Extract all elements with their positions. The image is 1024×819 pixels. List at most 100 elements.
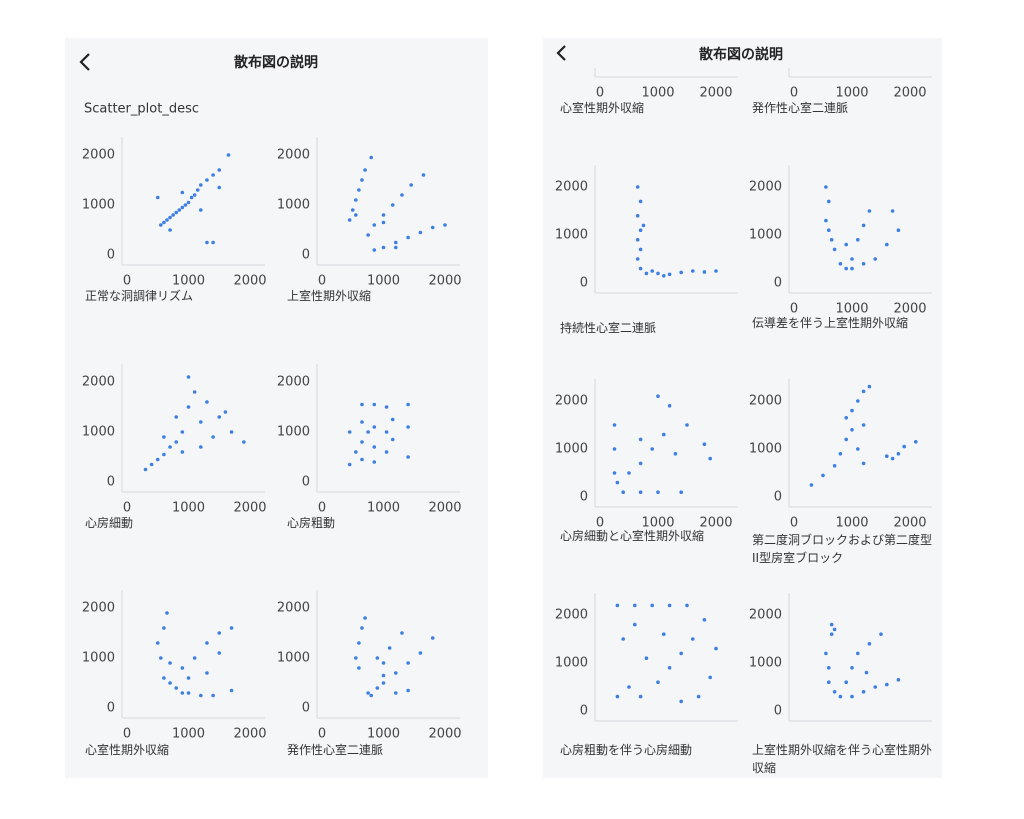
point [621,637,625,641]
point [832,627,837,632]
point [714,269,718,273]
point [242,440,246,444]
point [372,223,377,227]
point [896,228,901,232]
back-button[interactable] [79,53,90,71]
point [873,685,877,689]
point [406,688,410,693]
point [363,616,367,620]
point [856,447,860,451]
point [638,228,643,232]
point [162,626,166,630]
point [838,262,843,266]
point [192,390,197,394]
point [217,651,222,655]
point [685,423,689,427]
point [827,228,831,232]
point [864,670,869,675]
plot-caption: 上室性期外収縮 [287,289,372,303]
point [708,675,712,680]
x-tick-label: 2000 [233,501,266,516]
point [627,685,631,689]
point [199,420,203,424]
point [615,694,620,699]
x-tick-label: 0 [790,86,798,101]
point [168,228,172,232]
point [195,188,200,192]
y-tick-label: 1000 [277,651,310,666]
point [165,218,169,222]
point [824,651,828,656]
screen-title: 散布図の説明 [699,46,783,63]
point [354,213,358,217]
point [217,168,222,172]
plot-caption: 持続性心室二連脈 [560,321,657,335]
point [844,680,848,684]
y-tick-label: 2000 [277,148,310,163]
plot-caption: 第二度洞ブロックおよび第二度型II型房室ブロック [752,533,933,565]
point [850,266,854,271]
point [205,178,209,182]
point [902,444,906,449]
back-button[interactable] [556,45,566,61]
point [829,238,834,242]
point [844,242,848,247]
point [375,686,380,690]
point [829,622,834,627]
point [174,415,178,419]
plot-caption: 心室性期外収縮 [560,101,645,115]
point [861,690,866,694]
point [832,247,837,252]
point [691,269,695,273]
point [180,430,185,434]
point [162,435,166,439]
y-tick-label: 0 [580,490,588,505]
point [186,676,191,680]
plot-caption: 伝導差を伴う上室性期外収縮 [752,316,909,330]
point [861,223,866,228]
y-tick-label: 0 [580,276,588,291]
point [829,632,834,636]
point [885,682,889,687]
point [873,257,877,261]
point [189,195,194,200]
point [635,185,640,189]
point [650,269,654,273]
y-tick-label: 2000 [82,601,115,616]
point [205,641,209,645]
y-tick-label: 2000 [555,608,588,623]
point [685,603,689,608]
point [168,445,172,449]
y-tick-label: 1000 [82,198,115,213]
point [186,200,191,205]
point [155,641,160,645]
point [350,208,355,212]
point [409,183,413,187]
plot-caption: 上室性期外収縮を伴う心室性期外収縮 [752,743,933,775]
point [162,676,166,680]
point [347,462,352,467]
point [354,656,358,660]
point [443,223,447,227]
x-tick-label: 2000 [893,516,926,531]
y-tick-label: 1000 [555,442,588,457]
point [844,266,848,271]
point [861,389,866,394]
point [627,471,631,475]
point [809,483,814,487]
point [360,457,364,462]
point [171,213,175,217]
x-tick-label: 0 [123,727,131,742]
point [850,428,854,432]
point [824,218,828,223]
point [372,425,377,429]
x-tick-label: 0 [318,274,326,289]
y-tick-label: 0 [107,248,115,263]
point [430,636,435,640]
point [354,198,358,202]
point [360,626,364,630]
point [384,430,389,434]
point [615,480,620,485]
x-tick-label: 1000 [641,86,674,101]
point [159,223,163,227]
